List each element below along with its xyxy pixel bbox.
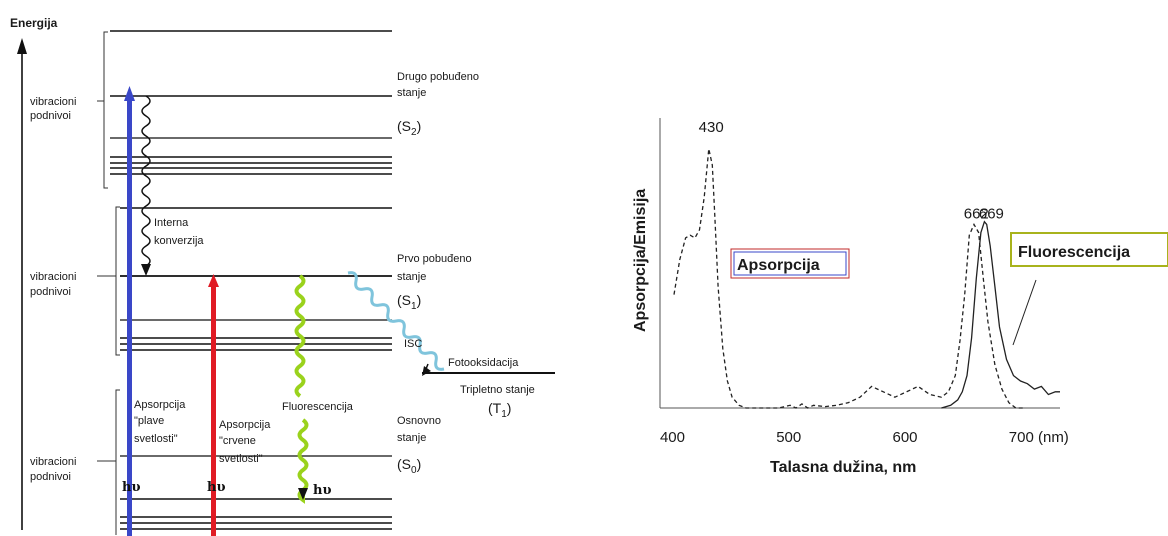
fluorescence-legend-pointer: [1012, 279, 1037, 346]
red-absorption-arrowhead: [208, 274, 219, 287]
spectrum-chart: Apsorpcija/Emisija Talasna dužina, nm 40…: [632, 118, 1168, 476]
x-tick-label: 500: [776, 429, 801, 446]
s1-label-1: Prvo pobuđeno: [397, 253, 472, 265]
hv-green: hυ: [313, 483, 331, 498]
isc-wave: [347, 271, 445, 371]
peak-label: 662: [964, 205, 989, 222]
fluorescence-legend-box: [1010, 232, 1168, 267]
fluorescence-legend-label: Fluorescencija: [1018, 244, 1130, 261]
s0-symbol: (S0): [397, 456, 421, 476]
triplet-label: Tripletno stanje: [460, 384, 535, 396]
internal-conversion-label-1: Interna: [154, 217, 189, 229]
abs-blue-label-3: svetlosti": [134, 433, 178, 445]
jablonski-diagram: Energija vibracioni podnivoi vibracioni …: [10, 16, 555, 536]
s0-energy-levels: [120, 455, 392, 530]
vib-label-s1-line1: vibracioni: [30, 271, 76, 283]
abs-blue-label-1: Apsorpcija: [134, 399, 186, 411]
s1-bracket: [115, 206, 120, 356]
fluorescence-arrowhead: [298, 488, 308, 500]
abs-blue-label-2: "plave: [134, 415, 164, 427]
peak-label: 430: [699, 119, 724, 136]
absorption-legend-inner: [733, 251, 847, 276]
blue-absorption-arrow: [127, 100, 132, 536]
internal-conversion-label-2: konverzija: [154, 235, 204, 247]
x-tick-label: 600: [893, 429, 918, 446]
s0-label-2: stanje: [397, 432, 426, 444]
hv-red: hυ: [207, 480, 225, 495]
internal-conversion-wave: [141, 95, 151, 267]
s2-bracket: [103, 31, 108, 189]
series-line-fluorescencija: [941, 220, 1060, 409]
series-line-apsorpcija: [673, 148, 1023, 409]
s1-label-2: stanje: [397, 271, 426, 283]
s2-energy-levels: [110, 30, 392, 175]
absorption-legend-box: [730, 248, 850, 279]
vib-label-s2-line2: podnivoi: [30, 110, 71, 122]
fluorescence-label: Fluorescencija: [282, 401, 354, 413]
chart-y-label: Apsorpcija/Emisija: [632, 189, 649, 332]
vib-label-s2-line1: vibracioni: [30, 96, 76, 108]
abs-red-label-2: "crvene: [219, 435, 256, 447]
isc-label: ISC: [404, 338, 422, 350]
vib-label-s0-line2: podnivoi: [30, 471, 71, 483]
vib-label-s1-line2: podnivoi: [30, 286, 71, 298]
s2-label-1: Drugo pobuđeno: [397, 71, 479, 83]
blue-absorption-arrowhead: [124, 86, 135, 101]
s1-symbol: (S1): [397, 292, 421, 312]
energy-axis-arrowhead: [17, 38, 27, 54]
s0-bracket: [115, 389, 120, 535]
triplet-symbol: (T1): [488, 400, 511, 420]
x-tick-label: 400: [660, 429, 685, 446]
s2-label-2: stanje: [397, 87, 426, 99]
internal-conversion-arrowhead: [141, 264, 151, 276]
abs-red-label-3: svetlosti": [219, 453, 263, 465]
abs-red-label-1: Apsorpcija: [219, 419, 271, 431]
chart-x-label: Talasna dužina, nm: [770, 459, 916, 476]
s2-symbol: (S2): [397, 118, 421, 138]
fluorescence-wave-upper: [294, 274, 306, 398]
red-absorption-arrow: [211, 286, 216, 536]
absorption-legend-label: Apsorpcija: [737, 257, 820, 274]
vib-label-s0-line1: vibracioni: [30, 456, 76, 468]
peak-label: 669: [979, 205, 1004, 222]
x-tick-label: 700 (nm): [1009, 429, 1069, 446]
x-tick-labels: 400 500 600 700 (nm): [660, 429, 1069, 446]
photooxidation-label: Fotooksidacija: [448, 357, 519, 369]
spectrum-series: [673, 148, 1060, 409]
energy-axis-label: Energija: [10, 16, 58, 30]
s1-energy-levels: [120, 207, 392, 351]
hv-blue: hυ: [122, 480, 140, 495]
isc-arrowhead: [422, 366, 431, 376]
s0-label-1: Osnovno: [397, 415, 441, 427]
